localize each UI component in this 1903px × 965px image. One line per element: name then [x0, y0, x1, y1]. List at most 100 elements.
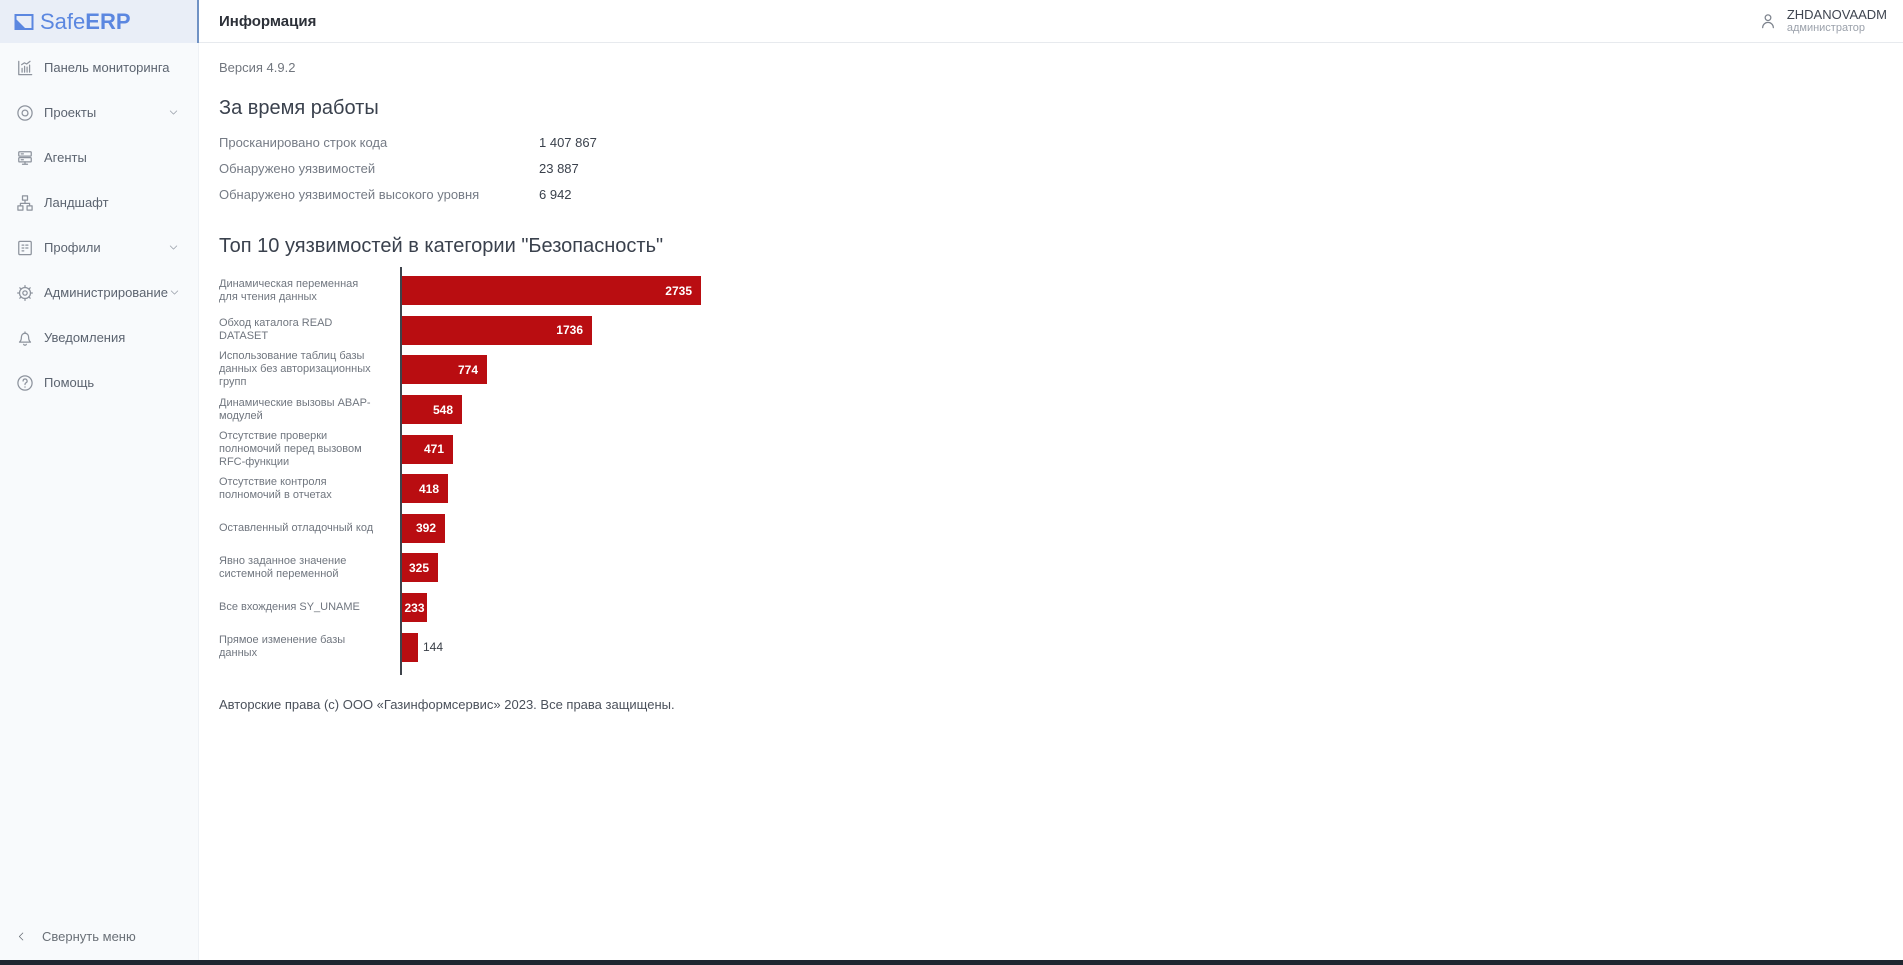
sidebar-item-agents[interactable]: Агенты: [0, 135, 198, 180]
chart-category-label: Оставленный отладочный код: [219, 521, 374, 534]
sidebar-item-label: Уведомления: [44, 330, 126, 345]
chart-bar-area: 325: [400, 553, 1883, 583]
chart-bar-area: 548: [400, 395, 1883, 425]
copyright-text: Авторские права (с) ООО «Газинформсервис…: [219, 696, 675, 712]
chart-row: Обход каталога READ DATASET 1736: [219, 311, 1883, 351]
chart-bar-value: 2735: [665, 283, 692, 298]
dashboard-icon: [15, 58, 35, 78]
chart-bar[interactable]: 548: [402, 395, 462, 425]
user-info: ZHDANOVAADM администратор: [1787, 7, 1887, 35]
agents-icon: [15, 148, 35, 168]
sidebar-item-profiles[interactable]: Профили: [0, 225, 198, 270]
chart-bar-area: 774: [400, 355, 1883, 385]
chart-category-label: Все вхождения SY_UNAME: [219, 601, 360, 614]
chart-category-label: Отсутствие проверки полномочий перед выз…: [219, 429, 362, 468]
chart-row: Динамическая переменная для чтения данны…: [219, 271, 1883, 311]
brand-text: SafeERP: [40, 9, 131, 35]
landscape-icon: [15, 193, 35, 213]
collapse-menu-label: Свернуть меню: [42, 928, 136, 944]
chart-bar[interactable]: 418: [402, 474, 448, 504]
logo-icon: [12, 10, 36, 34]
chart-bar-value: 471: [423, 442, 444, 457]
notifications-icon: [15, 328, 35, 348]
chart-bar-value: 144: [423, 640, 444, 655]
chart-bar[interactable]: 325: [402, 553, 438, 583]
chart-bar-value: 1736: [556, 323, 583, 338]
stats-rows: Просканировано строк кода 1 407 867 Обнару…: [219, 129, 1883, 207]
chart-bar-value: 418: [418, 481, 439, 496]
chevron-down-icon: [167, 106, 180, 119]
chart-row: Отсутствие проверки полномочий перед выз…: [219, 429, 1883, 469]
page-header: Информация ZHDANOVAADM администратор: [199, 0, 1903, 43]
sidebar-body: Панель мониторинга Проекты Агенты Ландшафт П…: [0, 43, 199, 960]
chart-bar[interactable]: 233: [402, 593, 427, 623]
chart-row: Явно заданное значение системной перемен…: [219, 548, 1883, 588]
user-name: ZHDANOVAADM: [1786, 7, 1887, 22]
stat-row: Обнаружено уязвимостей 23 887: [219, 155, 1883, 181]
chart-category-label: Динамические вызовы ABAP-модулей: [219, 396, 371, 422]
sidebar-item-label: Ландшафт: [44, 195, 109, 210]
chart-row: Все вхождения SY_UNAME 233: [219, 588, 1883, 628]
stat-row: Обнаружено уязвимостей высокого уровня 6 …: [219, 181, 1883, 207]
version-label: Версия 4.9.2: [219, 60, 296, 75]
chart-bar-area: 144: [400, 632, 1883, 662]
user-role: администратор: [1786, 22, 1865, 34]
chart-category-label: Отсутствие контроля полномочий в отчетах: [219, 475, 332, 501]
chart-category-label: Использование таблиц базы данных без авт…: [219, 350, 371, 389]
chart-category-label: Явно заданное значение системной перемен…: [219, 554, 347, 580]
chart-row: Использование таблиц базы данных без авт…: [219, 350, 1883, 390]
sidebar-item-label: Агенты: [44, 150, 87, 165]
chart-bar-area: 418: [400, 474, 1883, 504]
chart-bar-area: 392: [400, 513, 1883, 543]
sidebar-item-landscape[interactable]: Ландшафт: [0, 180, 198, 225]
chart-bar[interactable]: 774: [402, 355, 487, 385]
user-icon: [1758, 11, 1778, 31]
stat-label: Обнаружено уязвимостей: [219, 160, 376, 176]
projects-icon: [15, 103, 35, 123]
chart-row: Динамические вызовы ABAP-модулей 548: [219, 390, 1883, 430]
sidebar-item-label: Панель мониторинга: [44, 60, 170, 75]
chart-row: Оставленный отладочный код 392: [219, 509, 1883, 549]
sidebar-item-label: Проекты: [44, 105, 97, 120]
chart-bar[interactable]: 2735: [402, 276, 701, 306]
sidebar-item-help[interactable]: Помощь: [0, 360, 198, 405]
chart-bar-area: 2735: [400, 276, 1883, 306]
chart-bar[interactable]: 471: [402, 434, 453, 464]
sidebar-nav: Панель мониторинга Проекты Агенты Ландшафт П…: [0, 43, 198, 405]
chart-category-label: Обход каталога READ DATASET: [219, 317, 333, 343]
sidebar-item-administration[interactable]: Администрирование: [0, 270, 198, 315]
stat-label: Обнаружено уязвимостей высокого уровня: [219, 186, 480, 202]
chart-bar-area: 233: [400, 593, 1883, 623]
chart-bar-value: 233: [404, 600, 425, 615]
window-bottom-edge: [0, 960, 1903, 965]
chevron-left-icon: [15, 930, 28, 943]
sidebar: SafeERP Панель мониторинга Проекты Агенты Л…: [0, 0, 199, 960]
chart-bar-value: 774: [457, 362, 478, 377]
chart-title: Топ 10 уязвимостей в категории "Безопасн…: [219, 235, 664, 257]
chart-row: Прямое изменение базы данных 144: [219, 627, 1883, 667]
brand-erp: ERP: [85, 8, 131, 34]
user-menu[interactable]: ZHDANOVAADM администратор: [1758, 7, 1887, 35]
stat-row: Просканировано строк кода 1 407 867: [219, 129, 1883, 155]
stat-value: 6 942: [539, 186, 572, 202]
page-title: Информация: [219, 12, 317, 30]
chart-row: Отсутствие контроля полномочий в отчетах…: [219, 469, 1883, 509]
chart-bar-area: 471: [400, 434, 1883, 464]
help-icon: [15, 373, 35, 393]
sidebar-item-label: Администрирование: [44, 285, 168, 300]
stat-value: 1 407 867: [539, 134, 597, 150]
sidebar-item-projects[interactable]: Проекты: [0, 90, 198, 135]
chart-bar[interactable]: [402, 632, 418, 662]
profiles-icon: [15, 238, 35, 258]
collapse-menu-button[interactable]: Свернуть меню: [0, 914, 198, 958]
chart-bar[interactable]: 392: [402, 513, 445, 543]
stat-label: Просканировано строк кода: [219, 134, 388, 150]
chart-category-label: Прямое изменение базы данных: [219, 634, 346, 660]
app-logo[interactable]: SafeERP: [12, 9, 131, 35]
chart-category-label: Динамическая переменная для чтения данны…: [219, 277, 359, 303]
sidebar-item-label: Профили: [44, 240, 101, 255]
sidebar-item-notifications[interactable]: Уведомления: [0, 315, 198, 360]
chart-bar[interactable]: 1736: [402, 315, 592, 345]
sidebar-item-dashboard[interactable]: Панель мониторинга: [0, 45, 198, 90]
